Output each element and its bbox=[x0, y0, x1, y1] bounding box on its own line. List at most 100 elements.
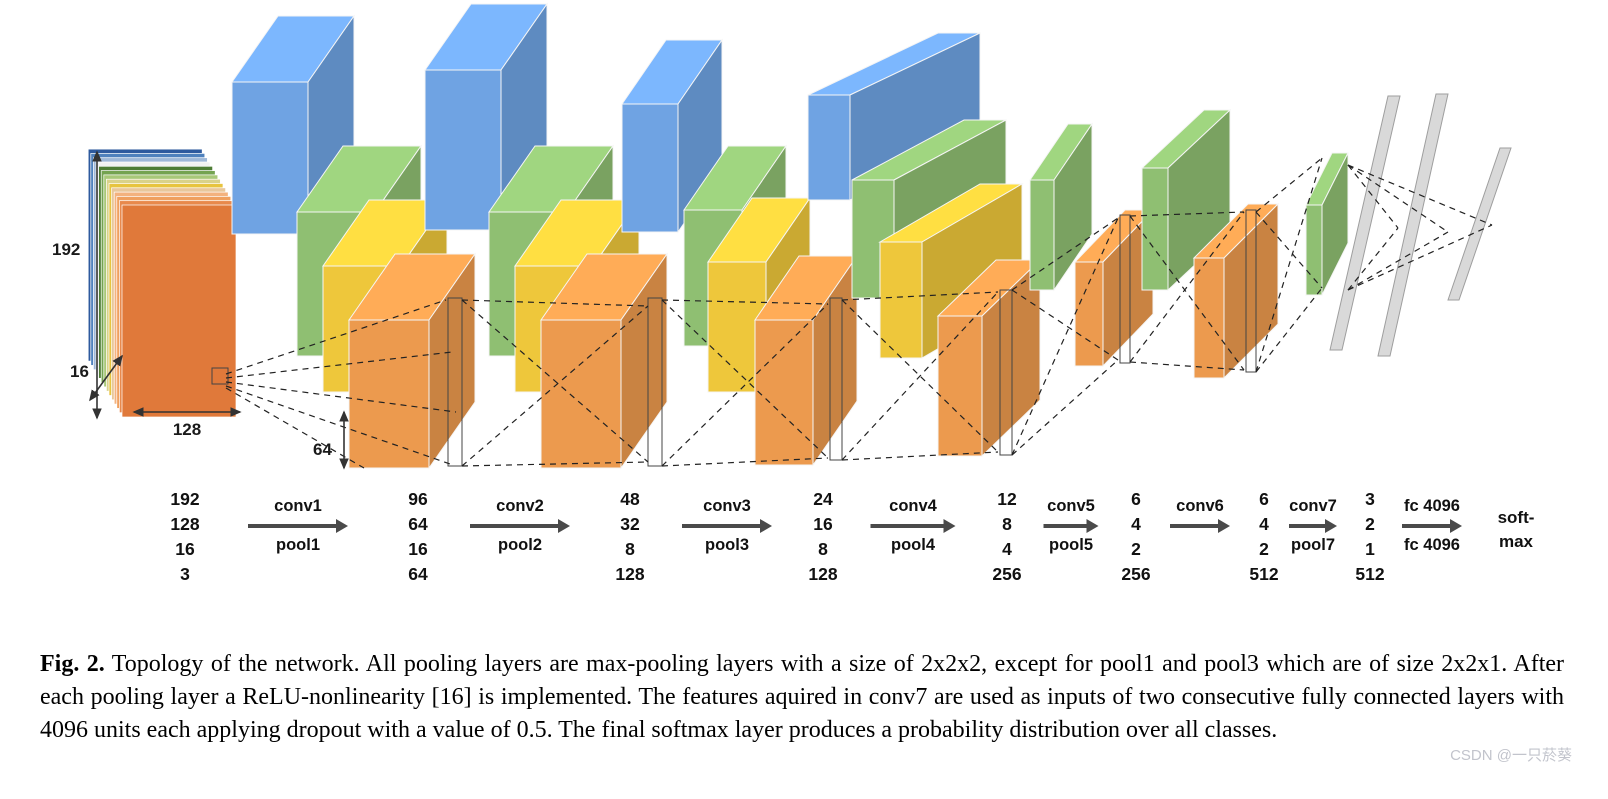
dim-value: 2 bbox=[1259, 539, 1269, 559]
dim-value: 2 bbox=[1131, 539, 1141, 559]
input-feature-stack bbox=[87, 148, 237, 418]
conv-stage-5 bbox=[1029, 122, 1155, 368]
dims-col-2: 96 64 16 64 bbox=[408, 487, 427, 587]
dim-value: 96 bbox=[408, 489, 428, 509]
op-conv6: conv6 bbox=[1170, 497, 1230, 555]
watermark: CSDN @一只菸葵 bbox=[1450, 747, 1572, 764]
fc-plane bbox=[1377, 93, 1449, 357]
op-label-top: conv6 bbox=[1176, 497, 1224, 515]
fc-plane bbox=[1447, 147, 1512, 301]
dims-col-7: 6 4 2 512 bbox=[1249, 487, 1278, 587]
right-arrow-icon bbox=[870, 519, 956, 533]
right-arrow-icon bbox=[1043, 519, 1099, 533]
dim-value: 2 bbox=[1365, 514, 1375, 534]
conv-stage-2 bbox=[424, 2, 668, 470]
right-arrow-icon bbox=[1402, 519, 1462, 533]
dim-value: 3 bbox=[1365, 489, 1375, 509]
op-label-top: conv4 bbox=[889, 497, 937, 515]
op-label-bottom: fc 4096 bbox=[1404, 536, 1460, 554]
input-depth-label: 16 bbox=[70, 362, 89, 381]
input-height-label: 192 bbox=[52, 240, 81, 259]
op-conv4-pool4: conv4 pool4 bbox=[870, 497, 956, 555]
dims-col-4: 24 16 8 128 bbox=[808, 487, 837, 587]
conv-stage-7 bbox=[1305, 152, 1349, 296]
dim-value: 4 bbox=[1131, 514, 1141, 534]
dim-value: 512 bbox=[1249, 564, 1279, 584]
figure-caption-text: Topology of the network. All pooling lay… bbox=[40, 651, 1565, 743]
op-label-bottom: pool5 bbox=[1049, 536, 1093, 554]
op-label-bottom: pool4 bbox=[891, 536, 935, 554]
dim-value: 6 bbox=[1131, 489, 1141, 509]
dim-value: 8 bbox=[625, 539, 635, 559]
op-label-bottom bbox=[1170, 536, 1230, 555]
op-label-top: conv2 bbox=[496, 497, 544, 515]
dim-value: 64 bbox=[408, 514, 428, 534]
dim-value: 16 bbox=[408, 539, 428, 559]
op-conv2-pool2: conv2 pool2 bbox=[470, 497, 570, 555]
orange-layer-box bbox=[540, 252, 668, 470]
dim-value: 1 bbox=[1365, 539, 1375, 559]
stage1-height-label: 64 bbox=[313, 440, 332, 459]
orange-layer-box bbox=[348, 252, 476, 470]
op-label-bottom: pool2 bbox=[498, 536, 542, 554]
op-label-top: conv1 bbox=[274, 497, 322, 515]
right-arrow-icon bbox=[1170, 519, 1230, 533]
dim-value: 512 bbox=[1355, 564, 1385, 584]
dim-value: 256 bbox=[992, 564, 1022, 584]
figure-caption: Fig. 2. Topology of the network. All poo… bbox=[40, 648, 1564, 747]
right-arrow-icon bbox=[682, 519, 772, 533]
softmax-line-2: max bbox=[1498, 532, 1534, 551]
right-arrow-icon bbox=[1289, 519, 1337, 533]
op-label-top: conv7 bbox=[1289, 497, 1337, 515]
op-label-bottom: pool1 bbox=[276, 536, 320, 554]
green-layer-box bbox=[1140, 108, 1232, 292]
op-conv5-pool5: conv5 pool5 bbox=[1043, 497, 1099, 555]
dim-value: 4 bbox=[1259, 514, 1269, 534]
dim-value: 128 bbox=[170, 514, 200, 534]
dim-value: 16 bbox=[813, 514, 833, 534]
dim-value: 32 bbox=[620, 514, 640, 534]
orange-layer-box bbox=[1192, 202, 1280, 380]
right-arrow-icon bbox=[248, 519, 348, 533]
green-layer-box bbox=[1305, 152, 1349, 296]
orange-layer-box bbox=[1073, 208, 1155, 368]
dim-value: 6 bbox=[1259, 489, 1269, 509]
dim-value: 16 bbox=[175, 539, 195, 559]
op-label-top: fc 4096 bbox=[1404, 497, 1460, 515]
conv-layer-blocks bbox=[231, 2, 1349, 470]
receptive-field-connections bbox=[225, 157, 1493, 469]
dims-col-8: 3 2 1 512 bbox=[1355, 487, 1384, 587]
dim-value: 4 bbox=[1002, 539, 1012, 559]
blue-layer-box bbox=[807, 32, 981, 201]
dim-value: 128 bbox=[808, 564, 838, 584]
softmax-line-1: soft- bbox=[1497, 508, 1535, 527]
receptive-field-outlines bbox=[211, 209, 1257, 467]
dims-col-6: 6 4 2 256 bbox=[1121, 487, 1150, 587]
dim-value: 12 bbox=[997, 489, 1017, 509]
dim-value: 24 bbox=[813, 489, 833, 509]
op-conv3-pool3: conv3 pool3 bbox=[682, 497, 772, 555]
input-width-label: 128 bbox=[172, 420, 202, 439]
op-conv1-pool1: conv1 pool1 bbox=[248, 497, 348, 555]
fully-connected-planes bbox=[1329, 93, 1512, 357]
green-layer-box bbox=[1029, 122, 1093, 292]
conv-stage-6 bbox=[1140, 108, 1280, 380]
dim-value: 64 bbox=[408, 564, 428, 584]
op-label-top: conv5 bbox=[1047, 497, 1095, 515]
dims-col-input: 192 128 16 3 bbox=[170, 487, 199, 587]
figure-caption-label: Fig. 2. bbox=[40, 651, 105, 677]
op-label-top: conv3 bbox=[703, 497, 751, 515]
dim-value: 48 bbox=[620, 489, 640, 509]
conv-stage-3 bbox=[621, 38, 858, 467]
dim-value: 256 bbox=[1121, 564, 1151, 584]
dims-col-5: 12 8 4 256 bbox=[992, 487, 1021, 587]
dims-col-3: 48 32 8 128 bbox=[615, 487, 644, 587]
dim-value: 3 bbox=[180, 564, 190, 584]
right-arrow-icon bbox=[470, 519, 570, 533]
dimension-arrows bbox=[89, 150, 349, 470]
op-conv7-pool7: conv7 pool7 bbox=[1289, 497, 1337, 555]
op-fc-4096: fc 4096 fc 4096 bbox=[1402, 497, 1462, 555]
orange-layer-box bbox=[754, 254, 858, 467]
dim-value: 128 bbox=[615, 564, 645, 584]
